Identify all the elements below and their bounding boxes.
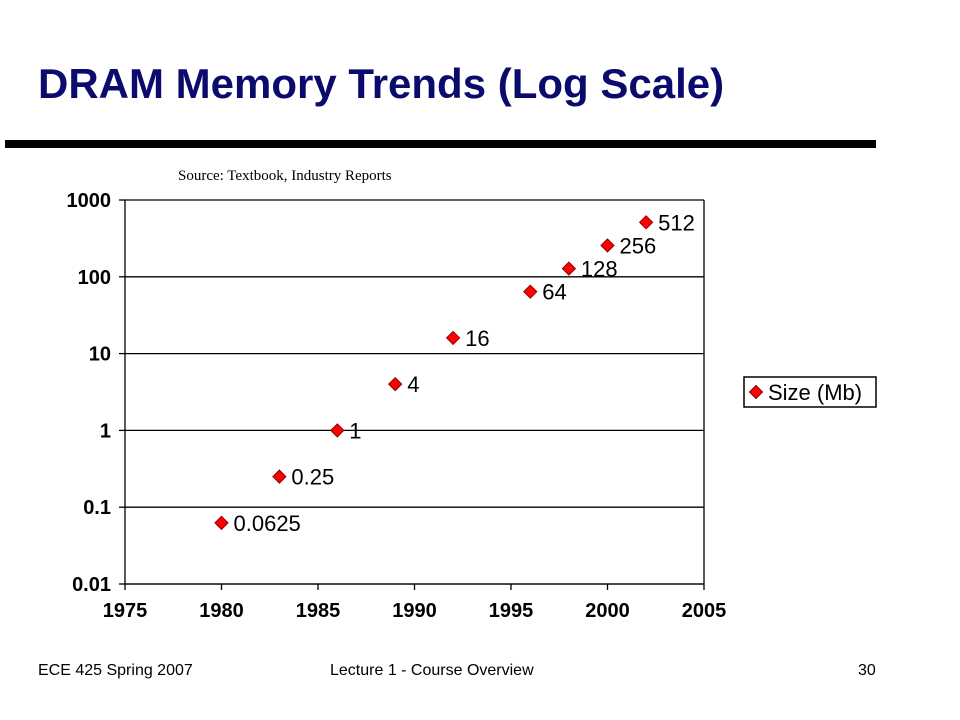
x-tick-label: 1990 [392, 600, 437, 622]
footer-page-number: 30 [858, 662, 876, 679]
x-tick-label: 2000 [585, 600, 630, 622]
x-tick-label: 1975 [103, 600, 148, 622]
x-tick-label: 1985 [296, 600, 341, 622]
data-point [214, 515, 229, 531]
footer-lecture: Lecture 1 - Course Overview [330, 662, 534, 679]
data-label: 0.25 [291, 465, 334, 490]
data-label: 1 [349, 418, 361, 443]
legend-marker [748, 384, 764, 400]
data-label: 16 [465, 326, 489, 351]
data-point [330, 423, 345, 438]
data-label: 256 [620, 233, 657, 258]
data-point [561, 261, 577, 276]
data-point [523, 284, 538, 299]
source-note: Source: Textbook, Industry Reports [178, 168, 392, 184]
y-tick-label: 100 [78, 267, 111, 289]
data-label: 4 [407, 372, 419, 397]
legend-box [743, 376, 877, 408]
slide-title: DRAM Memory Trends (Log Scale) [38, 60, 725, 107]
footer-course: ECE 425 Spring 2007 [38, 662, 193, 679]
y-tick-label: 1 [100, 420, 111, 442]
data-label: 64 [542, 280, 566, 305]
title-divider [5, 140, 876, 148]
data-point [387, 376, 403, 392]
data-point [638, 215, 654, 230]
y-tick-label: 0.01 [72, 574, 111, 596]
data-label: 128 [581, 257, 618, 282]
x-tick-label: 2005 [682, 600, 727, 622]
data-point [600, 238, 615, 253]
legend-label: Size (Mb) [768, 380, 862, 405]
y-tick-label: 10 [89, 344, 111, 366]
y-tick-label: 1000 [67, 190, 112, 212]
data-label: 512 [658, 210, 695, 235]
data-label: 0.0625 [234, 511, 301, 536]
y-tick-label: 0.1 [83, 497, 111, 519]
x-tick-label: 1995 [489, 600, 534, 622]
x-tick-label: 1980 [199, 600, 244, 622]
data-point [272, 469, 287, 484]
data-point [445, 330, 461, 346]
